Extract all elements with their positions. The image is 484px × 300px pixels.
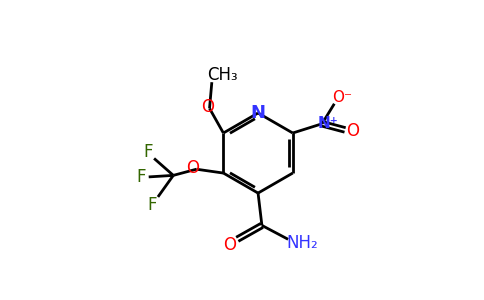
Text: O: O [201,98,214,116]
Text: N: N [251,104,266,122]
Text: O: O [186,159,199,177]
Text: O: O [223,236,236,254]
Text: O: O [346,122,359,140]
Text: F: F [143,143,152,161]
Text: CH₃: CH₃ [207,65,238,83]
Text: F: F [136,168,146,186]
Text: O⁻: O⁻ [332,90,352,105]
Text: F: F [147,196,156,214]
Text: N⁺: N⁺ [318,116,338,131]
Text: NH₂: NH₂ [286,234,318,252]
